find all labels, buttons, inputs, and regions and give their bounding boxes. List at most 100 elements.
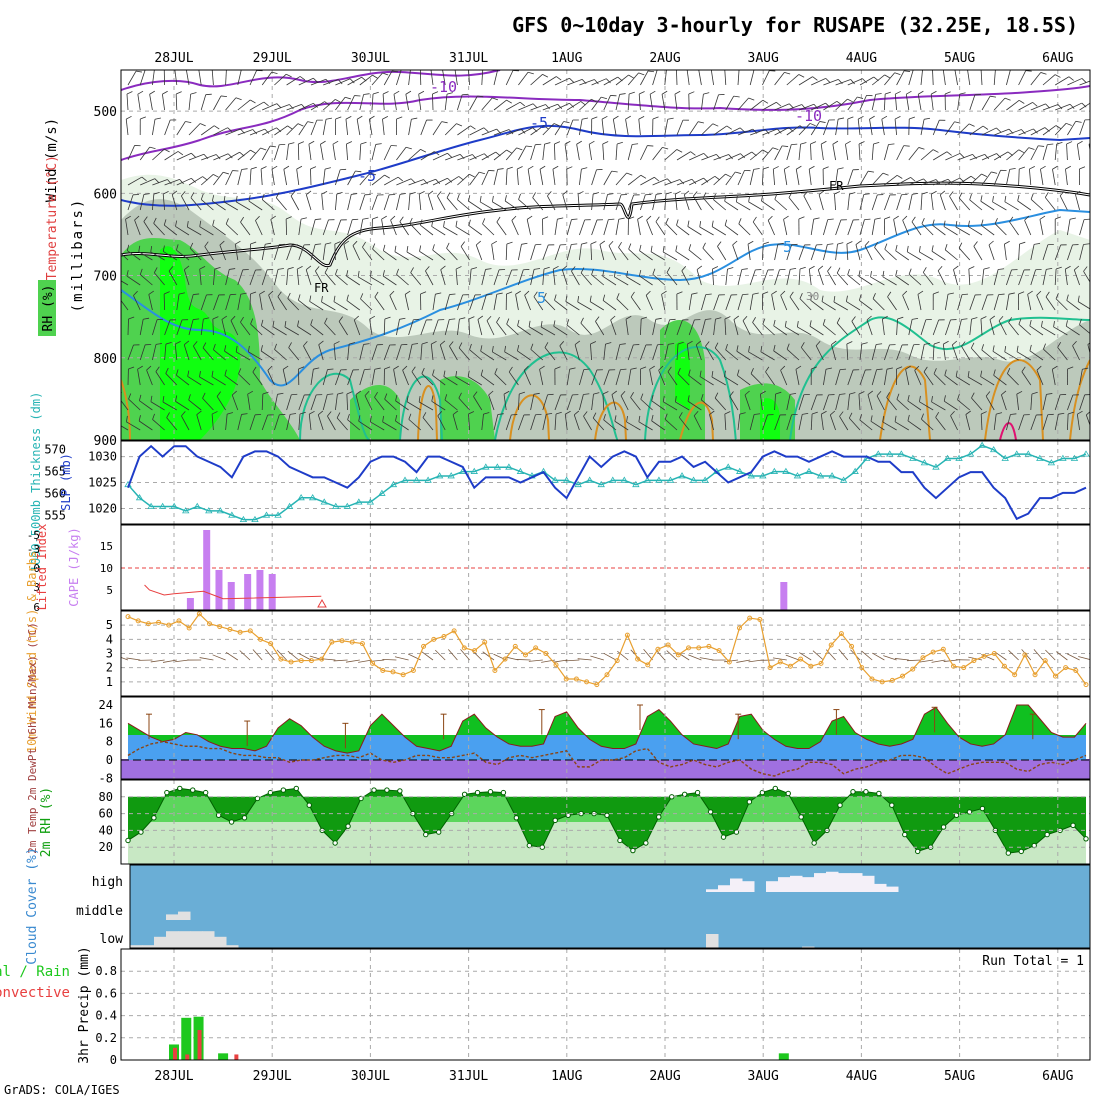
wind-barb xyxy=(1028,169,1032,186)
wind-barb-flag xyxy=(321,191,328,195)
wind-barb xyxy=(637,219,641,236)
wind-barb-flag xyxy=(484,153,489,159)
wind-barb xyxy=(528,326,544,336)
wind-barb-flag xyxy=(650,245,653,252)
wind-barb-flag xyxy=(336,412,341,419)
wind-barb xyxy=(127,250,141,261)
wind-barb xyxy=(496,221,507,236)
wind-barb xyxy=(1036,370,1044,386)
wind-barb-flag xyxy=(1041,320,1043,327)
li-tick-label: -5 xyxy=(27,529,40,542)
wind-barb-flag xyxy=(497,168,504,170)
wind-barb-flag xyxy=(697,121,705,124)
thickness-marker xyxy=(874,450,882,457)
wind-barb xyxy=(163,251,178,261)
wind-barb xyxy=(530,349,544,361)
wind-barb xyxy=(190,197,202,211)
wind-barb-flag xyxy=(732,240,738,246)
wind-barb-flag xyxy=(882,315,888,320)
wind-barb-flag xyxy=(199,266,206,270)
wind-barb xyxy=(917,294,922,311)
wind-barb-flag xyxy=(1069,103,1075,109)
wind-barb-flag xyxy=(668,343,675,345)
wind-barb xyxy=(725,153,741,161)
wind-barb xyxy=(615,344,621,361)
wind-barb-flag xyxy=(250,291,257,295)
wind-barb-flag xyxy=(175,395,178,402)
wind-barb-flag xyxy=(421,341,428,345)
wind-barb xyxy=(530,125,544,136)
wind-barb xyxy=(408,70,411,86)
wind-marker xyxy=(757,617,763,622)
wind-barb-flag xyxy=(137,365,143,370)
cloud-high-fill xyxy=(838,873,851,892)
wind-barb xyxy=(981,225,995,236)
wind-barb xyxy=(261,269,268,286)
wind-barb xyxy=(187,376,202,386)
wind-barb xyxy=(150,251,165,261)
rh-marker xyxy=(733,829,740,835)
rh-marker xyxy=(487,789,494,795)
thickness-marker xyxy=(251,515,259,523)
wind-barb xyxy=(870,276,885,286)
thickness-marker xyxy=(886,450,894,457)
wind-barb-flag xyxy=(1093,101,1098,104)
wind-barb-flag xyxy=(576,140,582,145)
wind-barb-flag xyxy=(552,165,559,170)
thickness-marker xyxy=(170,502,178,509)
wind-barb-flag xyxy=(508,366,513,373)
wind-barb xyxy=(774,127,789,136)
rh-marker xyxy=(552,817,558,824)
wind-barb-flag xyxy=(527,165,534,170)
wind-barb xyxy=(627,94,630,111)
wind-barb-flag xyxy=(594,79,599,85)
wind-barb-10m xyxy=(603,652,617,661)
wind-barb xyxy=(1006,294,1010,311)
wind-barb xyxy=(981,127,997,136)
wind-marker xyxy=(849,643,855,649)
rh-marker xyxy=(215,812,222,818)
wind-barb-flag xyxy=(1004,97,1011,101)
wind-barb xyxy=(1039,219,1044,236)
wind-barb-flag xyxy=(799,266,806,270)
wind-barb-flag xyxy=(699,370,702,377)
cloud-low-fill xyxy=(130,945,143,948)
wind-barb xyxy=(566,101,581,111)
wind-barb-flag xyxy=(833,296,836,303)
wind-barb-flag xyxy=(1038,145,1045,147)
wind-barb-10m xyxy=(1021,649,1032,661)
wind-barb xyxy=(396,344,402,361)
wind-marker xyxy=(135,618,141,624)
wind-barb-flag xyxy=(696,340,702,346)
wind-barb xyxy=(574,344,580,361)
wind-barb-flag xyxy=(1016,390,1023,395)
wind-barb-flag xyxy=(954,121,961,124)
wind-barb xyxy=(371,72,383,86)
wind-barb xyxy=(957,399,971,411)
wind-barb xyxy=(981,171,992,186)
wind-barb xyxy=(327,415,336,431)
wind-barb xyxy=(162,194,165,211)
wind-barb xyxy=(455,376,470,386)
wind-barb xyxy=(750,129,766,136)
wind-barb-flag xyxy=(714,342,719,349)
date-label-top: 30JUL xyxy=(351,51,390,66)
wind-barb xyxy=(858,394,861,411)
wind-barb-flag xyxy=(571,243,578,245)
thickness-marker xyxy=(770,467,779,474)
wind-barb xyxy=(468,200,483,211)
wind-barb xyxy=(650,251,666,261)
wind-barb-flag xyxy=(967,66,972,69)
wind-barb xyxy=(829,414,836,431)
wind-barb xyxy=(1079,102,1090,111)
wind-barb xyxy=(896,70,905,86)
wind-barb-flag xyxy=(191,178,196,183)
wind-barb-flag xyxy=(969,193,972,200)
wind-barb-flag xyxy=(864,218,871,221)
wind-barb-flag xyxy=(628,91,635,95)
wind-barb-flag xyxy=(1008,317,1012,323)
wind-barb-flag xyxy=(602,141,609,145)
wind-barb-flag xyxy=(397,176,404,182)
wind-barb-flag xyxy=(1032,102,1038,107)
wind-marker xyxy=(584,679,590,685)
